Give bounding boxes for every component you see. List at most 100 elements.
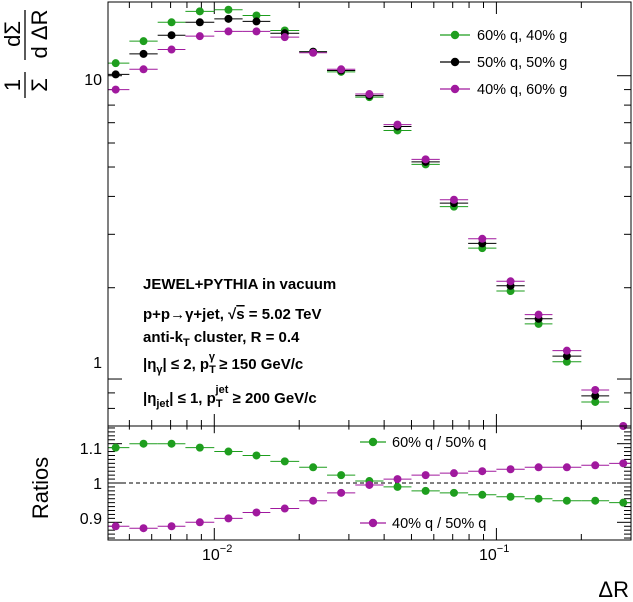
ratio-data-point [252, 508, 261, 517]
ratio-data-point [309, 463, 318, 472]
ratio-data-point [562, 463, 571, 472]
main-legend: 60% q, 40% g 50% q, 50% g 40% q, 60% g [440, 28, 567, 98]
ratio-data-point [534, 463, 543, 472]
legend-entry-40q: 40% q, 60% g [440, 82, 567, 98]
ratio-legend-entry-60q: 60% q / 50% q [360, 435, 486, 451]
ratio-data-point [309, 496, 318, 505]
ratio-data-point [280, 457, 289, 466]
main-data-point [562, 346, 571, 355]
ratio-data-point [591, 496, 600, 505]
main-data-point [365, 90, 374, 99]
main-data-point [449, 195, 458, 204]
ratio-data-point [619, 498, 628, 507]
ratio-legend-marker-60q [368, 437, 378, 447]
ratio-legend-label-60q: 60% q / 50% q [392, 435, 486, 451]
main-data-point [252, 11, 261, 20]
y-title-ddr: d ΔR [27, 10, 52, 59]
ratio-legend-entry-40q: 40% q / 50% q [360, 516, 486, 532]
ratio-series-0 [108, 439, 631, 507]
ratio-data-point [393, 482, 402, 491]
ratio-data-point [167, 439, 176, 448]
main-data-point [224, 5, 233, 14]
legend-label-60q: 60% q, 40% g [477, 28, 567, 44]
ratio-data-point [478, 467, 487, 476]
legend-label-50q: 50% q, 50% g [477, 55, 567, 71]
main-data-point [309, 48, 318, 57]
main-data-point [195, 32, 204, 41]
ratio-data-point [111, 522, 120, 531]
ratio-data-point [449, 488, 458, 497]
ratio-plot-frame [107, 425, 632, 541]
legend-entry-50q: 50% q, 50% g [440, 55, 567, 71]
main-data-point [195, 7, 204, 16]
ratio-data-point [421, 486, 430, 495]
annotation-algorithm: anti-kT cluster, R = 0.4 [143, 329, 300, 349]
main-data-point [534, 310, 543, 319]
ratio-data-point [337, 488, 346, 497]
y-title-dsigma: dΣ [0, 21, 25, 47]
main-data-point [591, 397, 600, 406]
ratio-data-point [365, 480, 374, 489]
main-data-point [139, 37, 148, 46]
ratio-data-point [478, 490, 487, 499]
main-data-point [224, 14, 233, 23]
main-data-point [252, 27, 261, 36]
legend-marker-50q [450, 57, 460, 67]
ratio-data-point [562, 496, 571, 505]
ratio-data-point [619, 459, 628, 468]
ratio-legend: 60% q / 50% q 40% q / 50% q [360, 435, 486, 532]
main-data-point [139, 49, 148, 58]
main-data-point [167, 31, 176, 40]
main-data-point [167, 45, 176, 54]
legend-entry-60q: 60% q, 40% g [440, 28, 567, 44]
ratio-data-point [139, 439, 148, 448]
annotation-process: p+p→γ+jet, √s = 5.02 TeV [143, 306, 321, 323]
legend-marker-40q [450, 84, 460, 94]
ratio-data-points [108, 439, 631, 533]
ratio-series-1 [108, 459, 631, 533]
main-data-point [421, 155, 430, 164]
main-data-point [337, 65, 346, 74]
main-data-point [111, 59, 120, 68]
ratio-ytick-label-0-9: 0.9 [80, 511, 102, 528]
main-data-point [591, 386, 600, 395]
main-data-point [111, 85, 120, 94]
main-y-axis-title: 1 Σ dΣ d ΔR [0, 10, 52, 98]
main-data-point [562, 357, 571, 366]
ratio-data-point [195, 443, 204, 452]
ratio-data-point [167, 522, 176, 531]
annotation-photon-cuts: |ηγ| ≤ 2, pTγ ≥ 150 GeV/c [143, 351, 303, 376]
main-data-point [195, 18, 204, 27]
ratio-y-axis-title: Ratios [28, 457, 53, 519]
legend-marker-60q [450, 30, 460, 40]
main-data-point [252, 17, 261, 26]
ratio-data-point [224, 447, 233, 456]
ratio-data-point [591, 461, 600, 470]
ratio-data-point [534, 494, 543, 503]
main-data-point [224, 27, 233, 36]
ratio-ytick-label-1: 1 [93, 476, 102, 493]
ratio-data-point [506, 492, 515, 501]
main-series-2 [108, 27, 631, 430]
main-data-point [506, 277, 515, 286]
main-data-point [280, 33, 289, 42]
ratio-legend-label-40q: 40% q / 50% q [392, 516, 486, 532]
ratio-plot-panel: 1.1 1 0.9 10−2 10−1 [80, 425, 632, 564]
main-ytick-label-10: 10 [84, 72, 102, 89]
ratio-data-point [139, 524, 148, 533]
ratio-data-point [111, 443, 120, 452]
ratio-data-point [337, 471, 346, 480]
ratio-data-point [421, 471, 430, 480]
main-data-point [591, 391, 600, 400]
x-axis-title: ΔR [598, 577, 629, 602]
ratio-data-point [393, 475, 402, 484]
main-axis-ticks [108, 2, 631, 427]
ratio-ytick-label-1-1: 1.1 [80, 441, 102, 458]
ratio-data-point [506, 465, 515, 474]
main-data-point [393, 120, 402, 129]
ratio-data-point [252, 451, 261, 460]
ratio-legend-marker-40q [368, 518, 378, 528]
ratio-data-point [449, 469, 458, 478]
y-title-sigma: Σ [27, 78, 52, 92]
ratio-data-point [224, 514, 233, 523]
